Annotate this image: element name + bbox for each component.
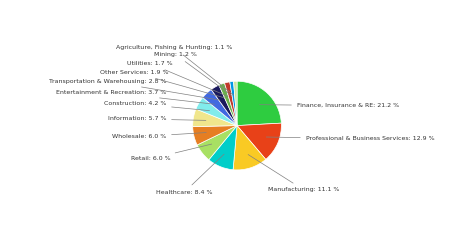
Text: Finance, Insurance & RE: 21.2 %: Finance, Insurance & RE: 21.2 % [260,103,399,108]
Text: Transportation & Warehousing: 2.8 %: Transportation & Warehousing: 2.8 % [49,79,220,100]
Wedge shape [196,98,237,126]
Wedge shape [193,126,237,145]
Wedge shape [211,85,237,126]
Text: Professional & Business Services: 12.9 %: Professional & Business Services: 12.9 % [266,136,434,141]
Text: Construction: 4.2 %: Construction: 4.2 % [104,101,210,111]
Wedge shape [219,83,237,126]
Wedge shape [197,126,237,160]
Text: Agriculture, Fishing & Hunting: 1.1 %: Agriculture, Fishing & Hunting: 1.1 % [116,45,234,95]
Text: Mining: 1.2 %: Mining: 1.2 % [154,52,231,95]
Wedge shape [193,109,237,127]
Text: Manufacturing: 11.1 %: Manufacturing: 11.1 % [248,154,339,192]
Wedge shape [209,126,237,170]
Text: Healthcare: 8.4 %: Healthcare: 8.4 % [156,154,224,195]
Wedge shape [203,89,237,126]
Wedge shape [237,81,281,126]
Wedge shape [225,82,237,126]
Wedge shape [230,81,237,126]
Text: Information: 5.7 %: Information: 5.7 % [108,116,206,121]
Text: Entertainment & Recreation: 3.7 %: Entertainment & Recreation: 3.7 % [56,90,215,104]
Text: Other Services: 1.9 %: Other Services: 1.9 % [100,70,224,98]
Text: Retail: 6.0 %: Retail: 6.0 % [131,144,212,161]
Wedge shape [233,126,266,170]
Wedge shape [234,81,237,126]
Wedge shape [237,123,282,159]
Text: Wholesale: 6.0 %: Wholesale: 6.0 % [112,133,206,139]
Text: Utilities: 1.7 %: Utilities: 1.7 % [127,61,228,96]
